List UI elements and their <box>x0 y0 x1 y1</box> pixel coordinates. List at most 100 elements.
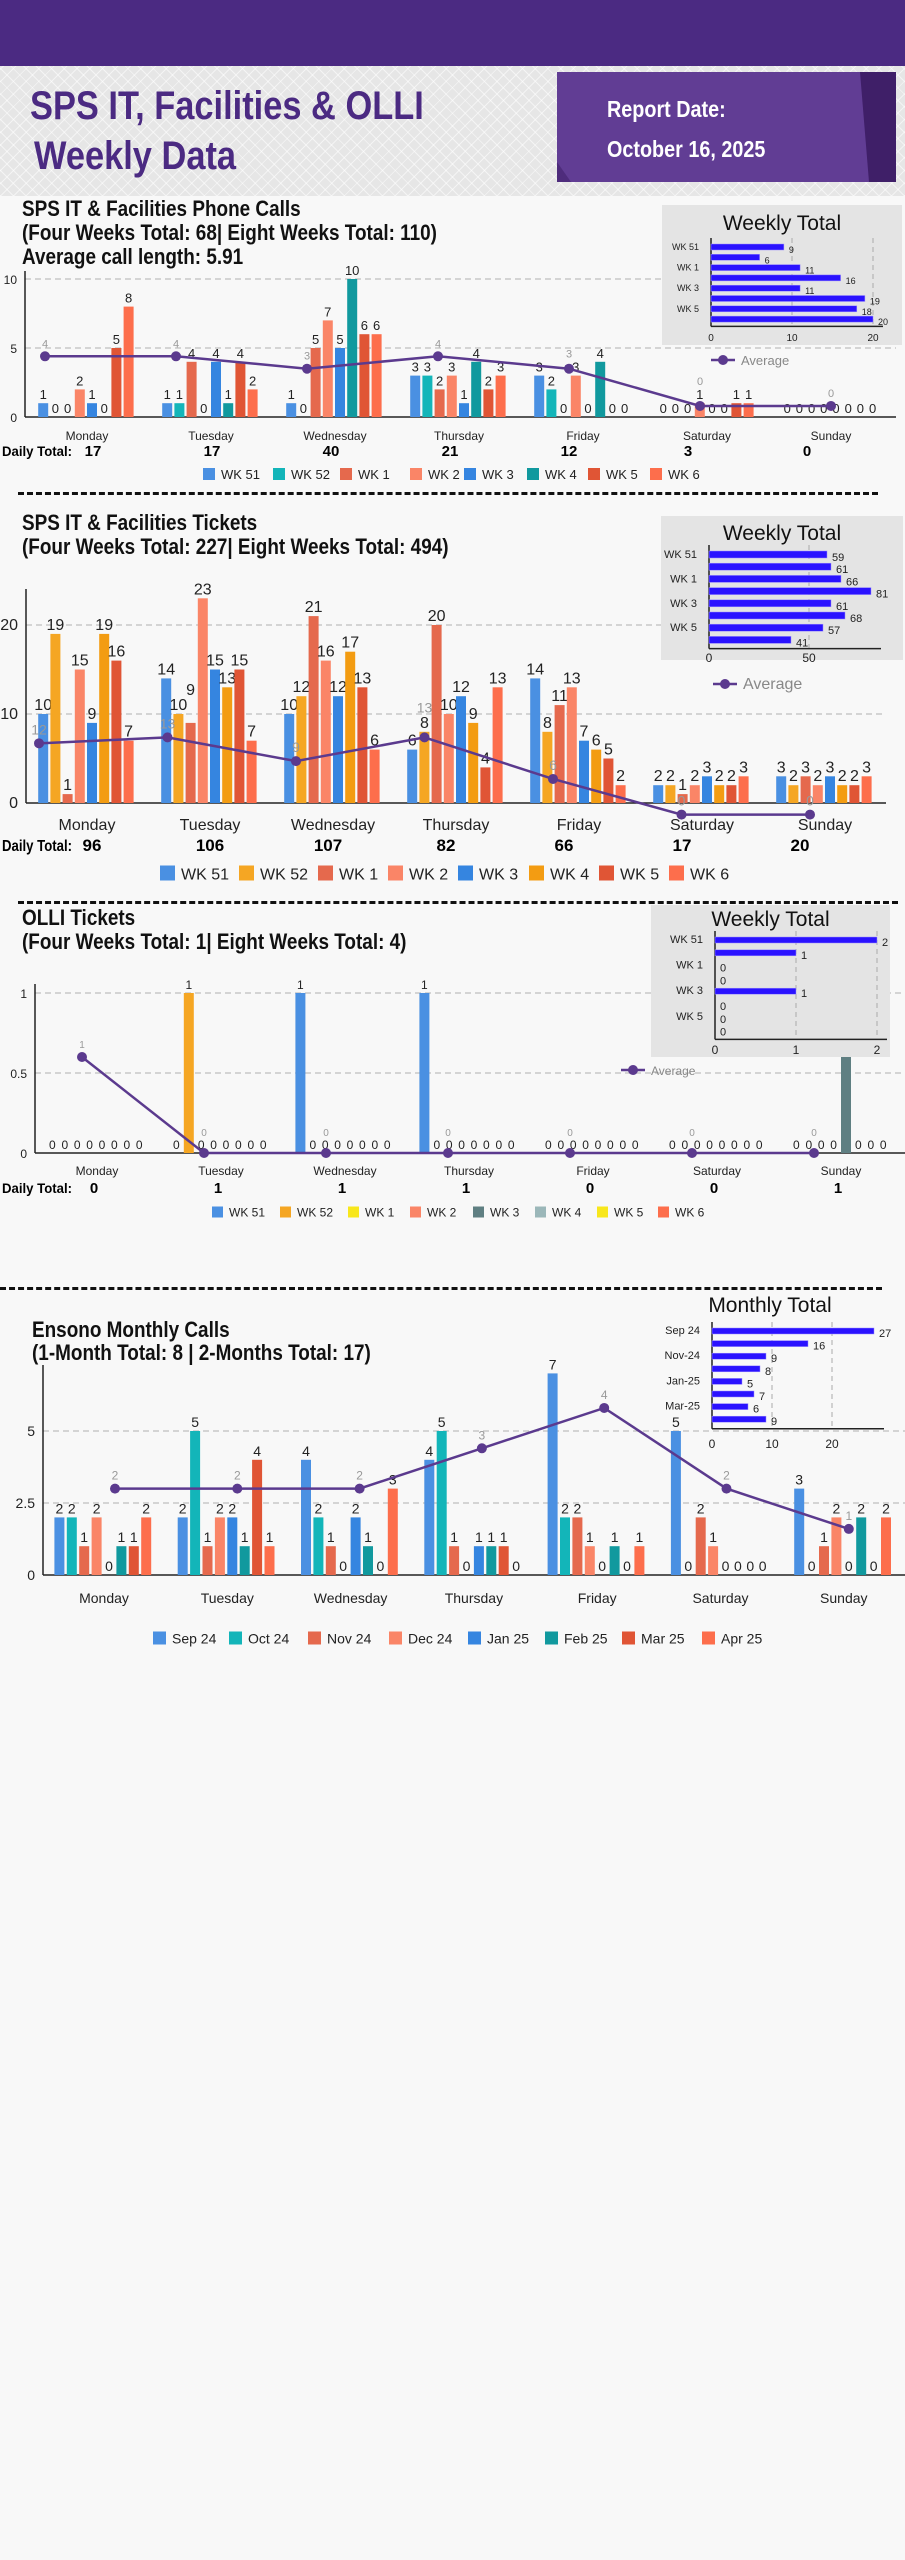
bar <box>347 279 358 417</box>
bar-value-label: 0 <box>173 1138 180 1152</box>
bar <box>301 1459 311 1575</box>
day-label: Friday <box>576 1164 609 1178</box>
bar-value-label: 15 <box>71 653 89 670</box>
bar <box>371 334 382 417</box>
bar <box>190 1431 201 1575</box>
weekly-total-category: WK 1 <box>677 263 699 273</box>
bar-value-label: 4 <box>253 1443 261 1459</box>
average-point <box>564 363 574 374</box>
bar-value-label: 0 <box>621 401 628 416</box>
bar-value-label: 0 <box>86 1138 93 1152</box>
legend-swatch <box>229 1631 242 1645</box>
bar-value-label: 1 <box>88 387 95 402</box>
day-label: Saturday <box>693 1164 741 1178</box>
weekly-total-bar <box>710 264 801 271</box>
bar-value-label: 13 <box>489 670 507 687</box>
bar <box>183 993 194 1153</box>
bar-value-label: 1 <box>696 387 703 402</box>
bar-value-label: 0 <box>260 1138 267 1152</box>
average-point-label: 0 <box>567 1128 573 1139</box>
bar-value-label: 9 <box>186 682 195 699</box>
daily-total-value: 0 <box>90 1180 98 1197</box>
bar <box>325 1546 336 1575</box>
bar-value-label: 2 <box>727 768 736 785</box>
bar <box>234 669 245 803</box>
weekly-total-value: 68 <box>850 613 862 625</box>
bar <box>111 348 122 417</box>
average-point-label: 2 <box>234 1469 241 1483</box>
average-point-label: 0 <box>445 1128 451 1139</box>
legend-swatch <box>273 468 285 480</box>
bar-value-label: 2 <box>142 1500 150 1516</box>
average-legend-marker <box>718 355 728 365</box>
weekly-total-category: Mar-25 <box>665 1401 700 1413</box>
bar-value-label: 3 <box>497 360 504 375</box>
bar-value-label: 12 <box>329 679 347 696</box>
bar-value-label: 0 <box>49 1138 56 1152</box>
legend-label: WK 6 <box>690 867 729 884</box>
bar-value-label: 2 <box>850 768 859 785</box>
bar-value-label: 2 <box>548 373 555 388</box>
bar-value-label: 0 <box>830 1138 837 1152</box>
bar-value-label: 1 <box>421 978 428 992</box>
bar <box>264 1546 275 1575</box>
bar-value-label: 3 <box>424 360 431 375</box>
average-point <box>599 1402 610 1413</box>
average-legend-label: Average <box>743 676 802 693</box>
bar-value-label: 0 <box>61 1138 68 1152</box>
weekly-total-category: WK 5 <box>670 622 697 634</box>
bar-value-label: 0 <box>198 1138 205 1152</box>
bar <box>310 348 321 417</box>
bar-value-label: 2 <box>561 1500 569 1516</box>
average-point-label: 4 <box>435 338 441 350</box>
legend-label: WK 2 <box>427 1206 457 1220</box>
bar-value-label: 7 <box>580 724 589 741</box>
weekly-total-value: 16 <box>846 276 856 286</box>
day-label: Friday <box>557 817 601 834</box>
bar <box>498 1546 509 1575</box>
weekly-total-value: 11 <box>805 286 814 296</box>
bar-value-label: 0 <box>377 1558 385 1574</box>
bar-value-label: 0 <box>570 1138 577 1152</box>
bar-value-label: 3 <box>801 759 810 776</box>
bar-value-label: 0 <box>784 401 791 416</box>
bar <box>546 389 557 417</box>
bar-value-label: 0 <box>384 1138 391 1152</box>
weekly-total-bar <box>708 562 832 571</box>
daily-total-value: 66 <box>555 836 574 855</box>
bar <box>177 1517 188 1575</box>
legend-label: WK 2 <box>409 867 448 884</box>
bar <box>235 361 246 417</box>
bar-value-label: 7 <box>324 304 331 319</box>
daily-total-label: Daily Total: <box>2 1180 72 1196</box>
average-point <box>34 738 44 749</box>
day-label: Tuesday <box>188 429 234 443</box>
average-point <box>443 1148 453 1158</box>
weekly-total-value: 18 <box>862 307 872 317</box>
legend-label: WK 3 <box>482 467 514 482</box>
average-point-label: 12 <box>31 721 47 737</box>
bar <box>222 687 233 803</box>
bar-value-label: 0 <box>309 1138 316 1152</box>
weekly-total-title: Weekly Total <box>711 908 829 931</box>
day-label: Tuesday <box>180 817 241 834</box>
average-point-label: 3 <box>304 351 310 363</box>
legend-label: WK 4 <box>545 467 577 482</box>
daily-total-value: 1 <box>214 1180 222 1197</box>
legend-label: WK 1 <box>365 1206 395 1220</box>
bar-value-label: 0 <box>557 1138 564 1152</box>
bar-value-label: 0 <box>247 1138 254 1152</box>
average-point-label: 2 <box>723 1469 730 1483</box>
bar-value-label: 2 <box>697 1500 705 1516</box>
bar <box>333 696 343 803</box>
bar-value-label: 0 <box>672 401 679 416</box>
bar-value-label: 1 <box>586 1529 594 1545</box>
bar-value-label: 0 <box>743 1138 750 1152</box>
y-tick-label: 10 <box>4 273 18 287</box>
average-point <box>721 1483 732 1494</box>
average-point <box>40 351 50 362</box>
bar-value-label: 2 <box>216 1500 224 1516</box>
weekly-total-tick-label: 10 <box>765 1437 779 1451</box>
bar-value-label: 3 <box>777 759 786 776</box>
bar-value-label: 0 <box>99 1138 106 1152</box>
